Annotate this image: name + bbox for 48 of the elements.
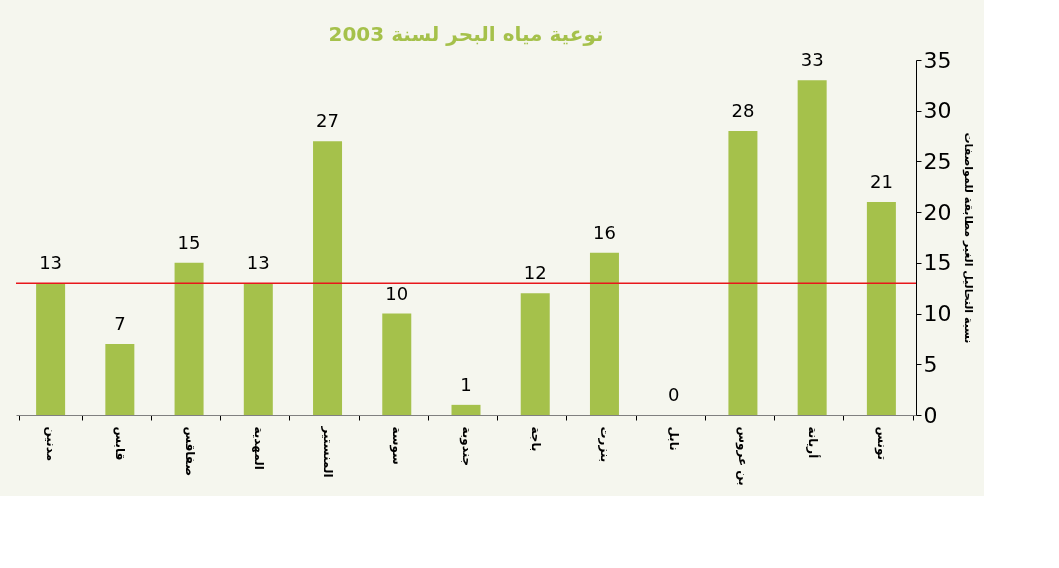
y-tick-label: 0 bbox=[923, 402, 938, 428]
y-tick-label: 10 bbox=[923, 301, 952, 327]
bar bbox=[866, 202, 896, 415]
data-label: 13 bbox=[39, 252, 63, 274]
x-tick-label: المهدية bbox=[251, 426, 266, 470]
bar bbox=[520, 293, 550, 415]
bar bbox=[589, 252, 619, 415]
y-axis-title: نسبة التحاليل الغير مطابقة للمواصفات bbox=[962, 132, 976, 344]
x-tick-label: تونس bbox=[873, 426, 889, 460]
x-tick-label: باجة bbox=[528, 426, 543, 452]
x-tick-label: بن عروس bbox=[735, 426, 751, 486]
data-label: 33 bbox=[800, 49, 824, 71]
y-tick-label: 35 bbox=[923, 47, 952, 73]
y-tick-label: 5 bbox=[923, 351, 938, 377]
x-tick-label: سوسة bbox=[389, 426, 405, 465]
data-label: 16 bbox=[593, 221, 616, 243]
bar bbox=[36, 283, 66, 415]
data-label: 13 bbox=[246, 252, 270, 274]
data-label: 15 bbox=[177, 231, 201, 253]
y-tick-label: 15 bbox=[923, 250, 952, 276]
bar bbox=[797, 80, 827, 415]
bar bbox=[105, 344, 135, 415]
data-label: 27 bbox=[316, 110, 339, 132]
chart-title: نوعية مياه البحر لسنة 2003 bbox=[328, 22, 604, 46]
data-label: 7 bbox=[114, 313, 126, 334]
bar bbox=[313, 141, 343, 415]
data-label: 21 bbox=[869, 171, 893, 192]
bar bbox=[728, 131, 758, 415]
x-tick-label: قابس bbox=[113, 426, 128, 461]
data-label: 12 bbox=[523, 262, 547, 284]
bar bbox=[382, 313, 412, 415]
x-tick-label: بنزرت bbox=[597, 426, 612, 463]
bar bbox=[451, 404, 481, 415]
x-tick-label: نابل bbox=[667, 426, 682, 451]
y-tick-label: 25 bbox=[923, 148, 952, 174]
bar bbox=[243, 283, 273, 415]
y-tick-label: 30 bbox=[923, 98, 952, 124]
x-tick-label: مدنين bbox=[44, 426, 59, 462]
data-label: 1 bbox=[460, 373, 472, 395]
data-label: 0 bbox=[667, 384, 680, 405]
data-label: 10 bbox=[385, 282, 409, 304]
x-tick-label: المنستير bbox=[321, 425, 336, 478]
y-tick-label: 20 bbox=[923, 199, 952, 225]
x-tick-label: صفاقس bbox=[182, 426, 197, 477]
x-tick-label: أريانة bbox=[805, 426, 821, 459]
x-tick-label: جندوبة bbox=[458, 426, 474, 467]
bar bbox=[174, 262, 204, 415]
data-label: 28 bbox=[731, 100, 755, 121]
